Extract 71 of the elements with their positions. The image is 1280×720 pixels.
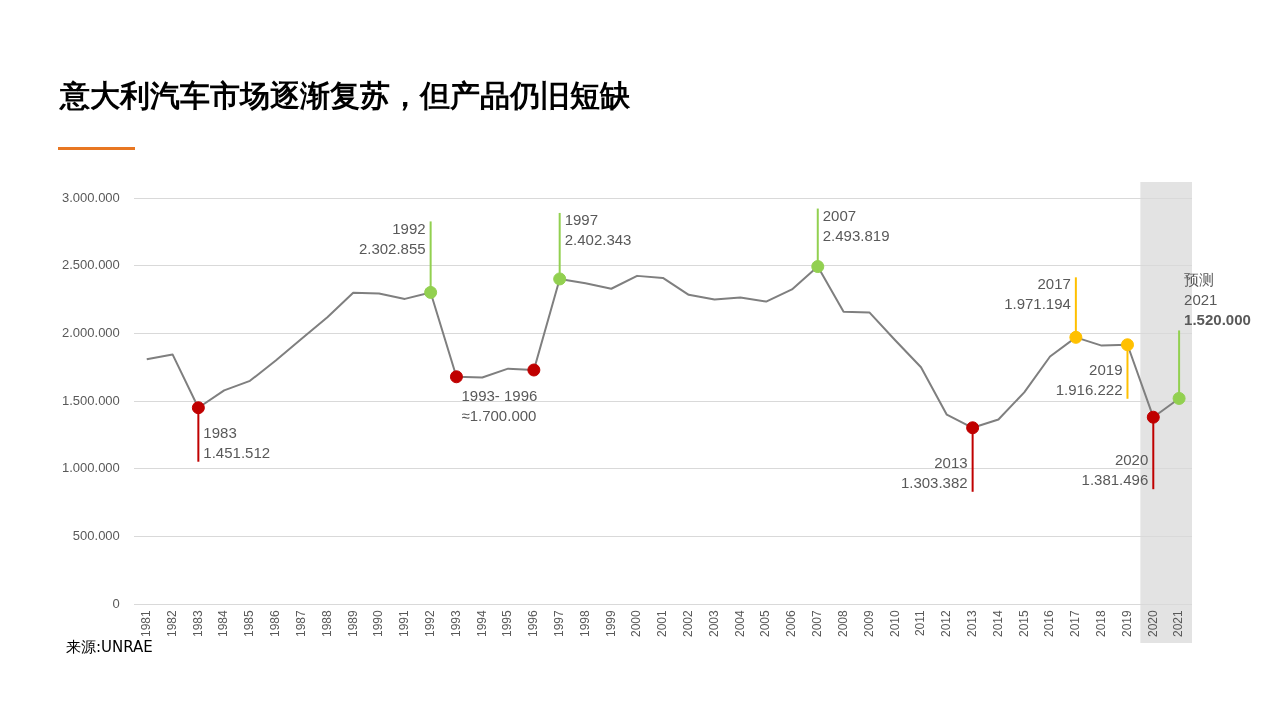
annotation: 2017 1.971.194 <box>1004 275 1071 313</box>
y-tick-label: 1.000.000 <box>61 460 120 476</box>
point <box>191 401 205 415</box>
x-tick-label: 1991 <box>397 609 412 638</box>
x-tick-label: 1985 <box>242 609 257 638</box>
y-tick-label: 0 <box>112 595 120 611</box>
x-tick-label: 2004 <box>732 609 747 638</box>
annotation: 2020 1.381.496 <box>1081 451 1149 489</box>
x-tick-label: 2008 <box>835 609 850 638</box>
point <box>1069 330 1083 344</box>
x-tick-label: 2016 <box>1042 609 1057 638</box>
annotation: 2019 1.916.222 <box>1055 360 1123 398</box>
point <box>527 363 541 377</box>
x-tick-label: 2014 <box>990 609 1005 638</box>
annotation: 1983 1.451.512 <box>203 423 271 461</box>
point <box>1120 338 1134 352</box>
x-tick-label: 1984 <box>216 609 231 638</box>
x-tick-label: 1997 <box>551 609 566 638</box>
x-tick-label: 2013 <box>964 609 979 638</box>
annotation: 1997 2.402.343 <box>564 211 632 249</box>
x-tick-label: 1989 <box>345 609 360 638</box>
x-tick-label: 2002 <box>681 609 696 638</box>
point <box>1172 391 1186 405</box>
annotation: 预测 2021 1.520.000 <box>1184 270 1251 328</box>
y-tick-label: 2.000.000 <box>61 325 120 341</box>
x-tick-label: 1986 <box>268 609 283 638</box>
point <box>449 370 463 384</box>
x-tick-label: 1996 <box>526 609 541 638</box>
x-tick-label: 2006 <box>784 609 799 638</box>
x-tick-label: 2000 <box>629 609 644 638</box>
x-tick-label: 2001 <box>655 609 670 638</box>
point <box>1146 410 1160 424</box>
x-tick-label: 1998 <box>577 609 592 638</box>
x-tick-label: 1999 <box>603 609 618 638</box>
x-tick-label: 1981 <box>139 609 154 638</box>
y-tick-label: 2.500.000 <box>61 257 120 273</box>
x-tick-label: 1995 <box>500 609 515 638</box>
y-tick-label: 500.000 <box>72 528 120 544</box>
chart-title: 意大利汽车市场逐渐复苏，但产品仍旧短缺 <box>60 77 630 115</box>
point <box>966 421 980 435</box>
x-tick-label: 2009 <box>861 609 876 638</box>
point <box>424 285 438 299</box>
x-tick-label: 1990 <box>371 609 386 638</box>
x-tick-label: 1982 <box>164 609 179 638</box>
point <box>553 272 567 286</box>
x-tick-label: 2015 <box>1016 609 1031 638</box>
annotation: 1993- 1996 ≈1.700.000 <box>461 387 538 425</box>
annotation: 2007 2.493.819 <box>822 206 890 244</box>
x-tick-label: 2003 <box>706 609 721 638</box>
x-tick-label: 1992 <box>422 609 437 638</box>
x-tick-label: 2012 <box>939 609 954 638</box>
x-tick-label: 1983 <box>190 609 205 638</box>
x-tick-label: 2019 <box>1119 609 1134 638</box>
x-tick-label: 1987 <box>293 609 308 638</box>
x-tick-label: 2017 <box>1068 609 1083 638</box>
x-tick-label: 2010 <box>887 609 902 638</box>
x-tick-label: 2018 <box>1093 609 1108 638</box>
x-tick-label: 1993 <box>448 609 463 638</box>
y-tick-label: 1.500.000 <box>61 392 120 408</box>
annotation: 2013 1.303.382 <box>900 453 968 491</box>
x-tick-label: 1994 <box>474 609 489 638</box>
source-note: 来源:UNRAE <box>66 638 153 657</box>
x-tick-label: 2005 <box>758 609 773 638</box>
point <box>811 260 825 274</box>
annotation: 1992 2.302.855 <box>358 219 426 257</box>
x-tick-label: 2007 <box>810 609 825 638</box>
y-tick-label: 3.000.000 <box>61 189 120 205</box>
x-tick-label: 2021 <box>1171 609 1186 638</box>
x-tick-label: 2020 <box>1145 609 1160 638</box>
x-tick-label: 2011 <box>913 609 928 637</box>
x-tick-label: 1988 <box>319 609 334 638</box>
